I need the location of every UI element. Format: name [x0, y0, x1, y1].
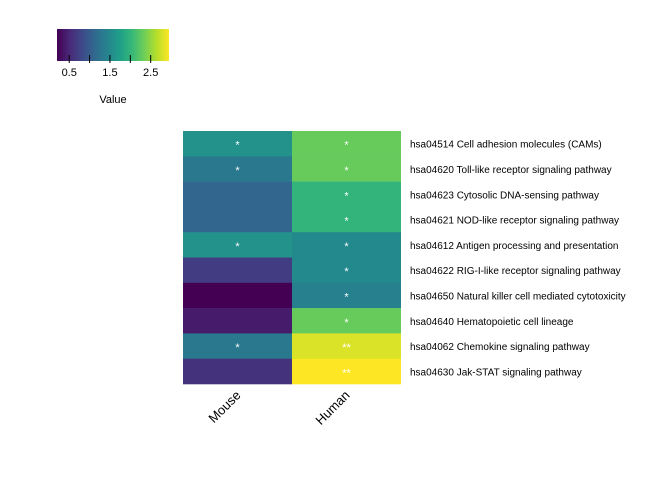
heatmap-cell [183, 257, 292, 284]
column-label: Human [312, 388, 352, 428]
heatmap-cell [183, 131, 292, 157]
heatmap-cell [292, 156, 401, 182]
legend-tick-label: 2.5 [143, 67, 158, 79]
heatmap-cell [292, 257, 401, 284]
significance-label: * [344, 266, 349, 278]
heatmap-cells: * ** **** ***** **** [183, 131, 401, 385]
column-label: Mouse [205, 388, 243, 426]
column-labels: Mouse Human [205, 388, 352, 428]
heatmap-cell [292, 181, 401, 208]
heatmap-cell [183, 282, 292, 309]
legend-tick-label: 1.5 [102, 67, 117, 79]
significance-label: * [344, 216, 349, 228]
heatmap-cell [292, 333, 401, 359]
significance-label: * [235, 342, 240, 354]
significance-label: * [344, 317, 349, 329]
row-label: hsa04062 Chemokine signaling pathway [410, 342, 590, 353]
row-label: hsa04650 Natural killer cell mediated cy… [410, 291, 626, 302]
legend-tick-label: 0.5 [62, 67, 77, 79]
heatmap-cell [183, 156, 292, 182]
heatmap-cell [183, 232, 292, 258]
color-legend: 0.5 1.5 2.5 Value [57, 29, 169, 106]
significance-label: * [344, 291, 349, 303]
heatmap-cell [183, 308, 292, 334]
significance-label: ** [342, 367, 351, 379]
row-label: hsa04640 Hematopoietic cell lineage [410, 317, 574, 328]
significance-label: * [235, 241, 240, 253]
heatmap-cell [292, 282, 401, 309]
row-labels: hsa04514 Cell adhesion molecules (CAMs) h… [410, 140, 626, 379]
row-label: hsa04623 Cytosolic DNA-sensing pathway [410, 190, 599, 201]
row-label: hsa04622 RIG-I-like receptor signaling p… [410, 266, 621, 277]
heatmap-cell [292, 232, 401, 258]
significance-label: * [344, 241, 349, 253]
row-label: hsa04630 Jak-STAT signaling pathway [410, 367, 582, 378]
row-label: hsa04612 Antigen processing and presenta… [410, 241, 619, 252]
row-label: hsa04621 NOD-like receptor signaling pat… [410, 216, 619, 227]
heatmap-cell [292, 131, 401, 157]
heatmap-cell [183, 206, 292, 233]
heatmap-cell [183, 333, 292, 359]
significance-label: ** [342, 342, 351, 354]
heatmap-cell [183, 358, 292, 385]
heatmap-cell [292, 358, 401, 385]
row-label: hsa04514 Cell adhesion molecules (CAMs) [410, 140, 602, 151]
significance-label: * [235, 165, 240, 177]
heatmap-cell [183, 181, 292, 208]
significance-label: * [235, 140, 240, 152]
row-label: hsa04620 Toll-like receptor signaling pa… [410, 165, 612, 176]
heatmap-cell [292, 206, 401, 233]
color-bar [57, 29, 169, 61]
significance-label: * [344, 190, 349, 202]
significance-label: * [344, 140, 349, 152]
heatmap-cell [292, 308, 401, 334]
significance-label: * [344, 165, 349, 177]
legend-title: Value [99, 94, 126, 106]
